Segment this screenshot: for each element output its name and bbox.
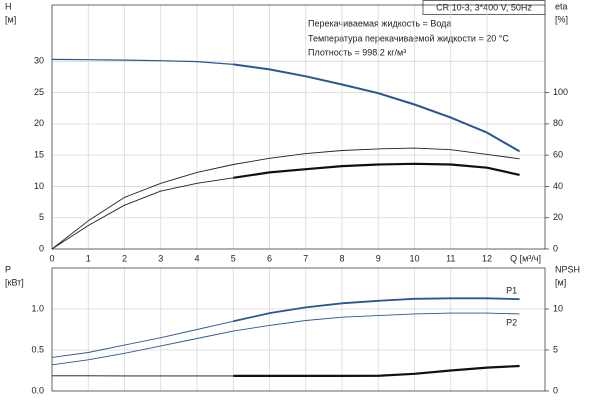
- info-line: Плотность = 998.2 кг/м³: [308, 47, 406, 57]
- y-tick-label: 0.0: [31, 385, 44, 395]
- series-line: [233, 162, 520, 179]
- y2-tick-label: 100: [553, 87, 568, 97]
- series-line: [233, 63, 521, 153]
- y2-axis-label: [м]: [555, 277, 566, 287]
- x-tick-label: 1: [86, 253, 91, 263]
- y2-tick-label: 60: [553, 150, 563, 160]
- x-tick-label: 10: [409, 253, 419, 263]
- x-tick-label: 12: [482, 253, 492, 263]
- x-tick-label: 3: [158, 253, 163, 263]
- y-tick-label: 0: [39, 243, 44, 253]
- x-tick-label: 9: [376, 253, 381, 263]
- y2-tick-label: 80: [553, 118, 563, 128]
- series-line: [51, 312, 520, 366]
- y-tick-label: 30: [34, 56, 44, 66]
- y-axis-label: P: [5, 264, 11, 274]
- y2-tick-label: 0: [553, 243, 558, 253]
- series-label: P2: [506, 317, 517, 327]
- x-axis-label: Q [м³/ч]: [510, 253, 541, 263]
- info-title: CR 10-3, 3*400 V, 50Hz: [436, 2, 532, 12]
- series-label: P1: [506, 286, 517, 296]
- y2-tick-label: 40: [553, 181, 563, 191]
- y-tick-label: 10: [34, 181, 44, 191]
- y-tick-label: 15: [34, 150, 44, 160]
- y2-axis-label: [%]: [555, 14, 568, 24]
- series-line: [233, 297, 520, 323]
- y2-axis-label: eta: [555, 1, 568, 11]
- y-tick-label: 25: [34, 87, 44, 97]
- x-tick-label: 2: [122, 253, 127, 263]
- y-tick-label: 1.0: [31, 303, 44, 313]
- x-tick-label: 0: [49, 253, 54, 263]
- y-tick-label: 5: [39, 212, 44, 222]
- x-tick-label: 8: [339, 253, 344, 263]
- y2-axis-label: NPSH: [555, 264, 580, 274]
- x-tick-label: 6: [267, 253, 272, 263]
- series-line: [233, 364, 520, 377]
- series-line: [51, 177, 234, 250]
- y-axis-label: [кВт]: [5, 277, 24, 287]
- plot-frame: [51, 4, 546, 250]
- series-line: [51, 147, 520, 250]
- y2-tick-label: 0: [553, 385, 558, 395]
- y-tick-label: 20: [34, 118, 44, 128]
- x-tick-label: 5: [231, 253, 236, 263]
- y-tick-label: 0.5: [31, 344, 44, 354]
- info-line: Температура перекачиваемой жидкости = 20…: [308, 33, 509, 43]
- plot-frame: [51, 267, 546, 392]
- y2-tick-label: 10: [553, 303, 563, 313]
- y-axis-label: H: [5, 1, 12, 11]
- y2-tick-label: 20: [553, 212, 563, 222]
- y-axis-label: [м]: [5, 14, 16, 24]
- series-line: [51, 320, 234, 358]
- x-tick-label: 7: [303, 253, 308, 263]
- x-tick-label: 4: [194, 253, 199, 263]
- series-line: [51, 58, 234, 65]
- y2-tick-label: 5: [553, 344, 558, 354]
- x-tick-label: 11: [446, 253, 455, 263]
- info-line: Перекачиваемая жидкость = Вода: [308, 18, 451, 28]
